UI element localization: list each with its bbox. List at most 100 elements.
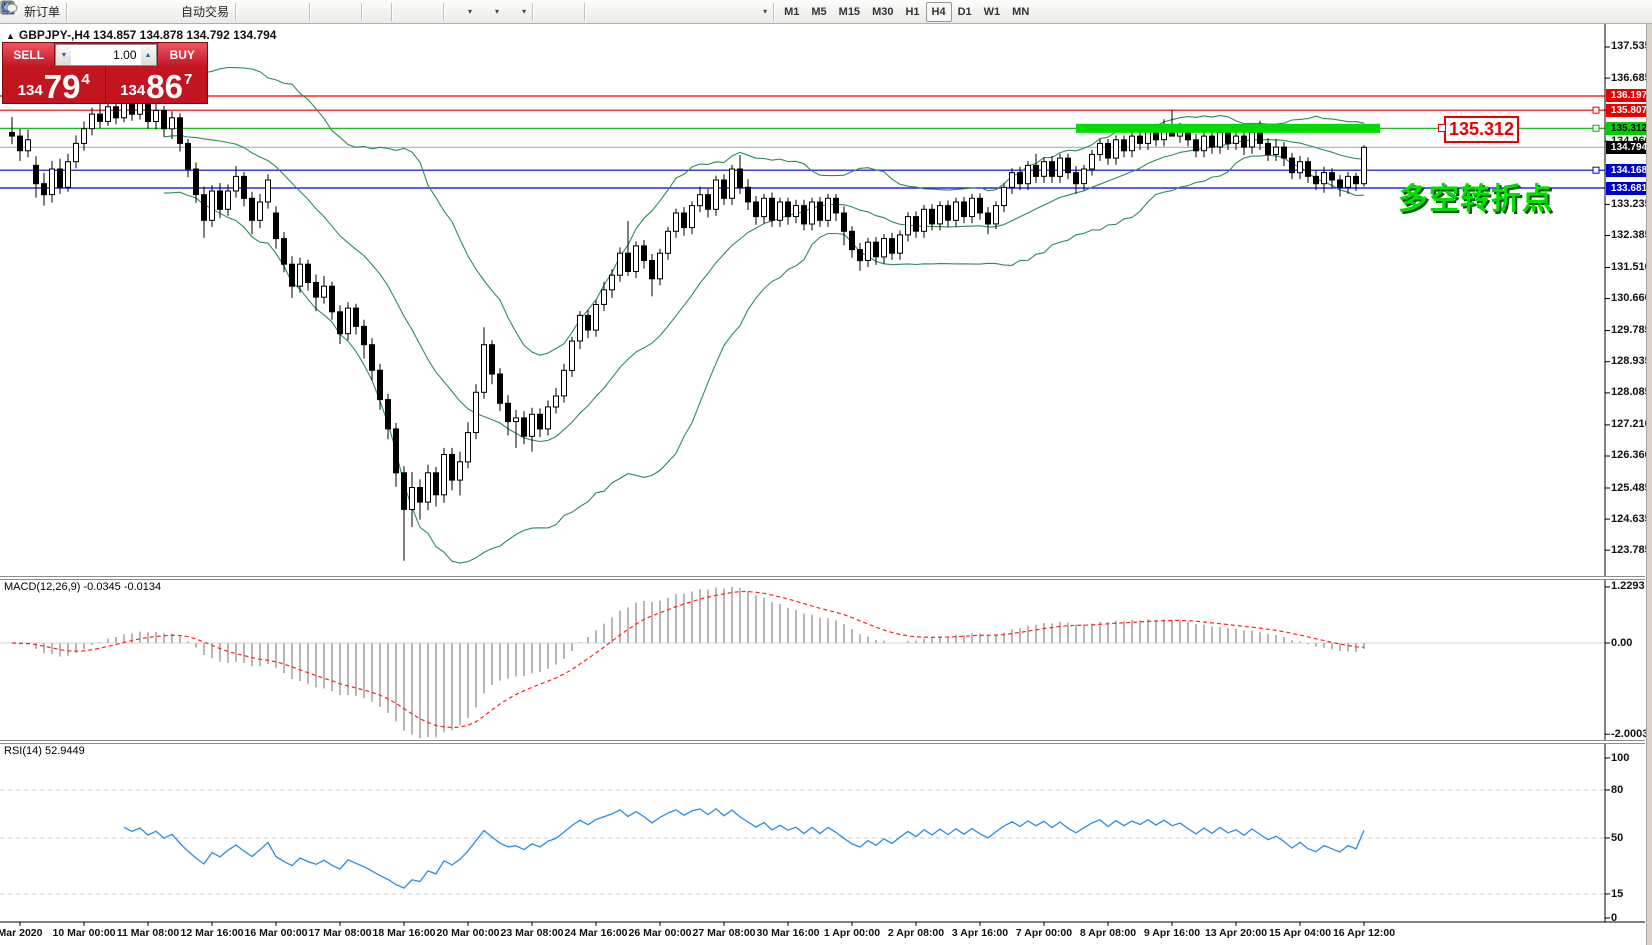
chart-shift-icon — [1, 2, 415, 20]
timeframe-m1[interactable]: M1 — [784, 5, 800, 18]
callout-handle[interactable] — [1438, 124, 1446, 132]
time-tick-label: Mar 2020 — [0, 927, 43, 939]
d-arrow-icon: ▾ — [522, 7, 527, 16]
time-tick-label: 23 Mar 08:00 — [500, 927, 564, 939]
autotrading-button[interactable]: 自动交易 — [0, 2, 232, 22]
price-level-callout[interactable]: 135.312 — [1444, 116, 1519, 143]
crosshair-button[interactable] — [1, 1, 581, 22]
timeframe-d1[interactable]: D1 — [957, 5, 972, 18]
panel-divider[interactable] — [0, 740, 1645, 744]
fibonacci-icon: F — [2, 2, 696, 20]
price-tag: 135.807 — [1606, 103, 1652, 117]
periods-button[interactable]: ▾ — [1, 1, 502, 22]
cursor-button[interactable] — [4, 1, 559, 22]
time-tick-label: 26 Mar 00:00 — [628, 927, 692, 939]
timeframe-group: M1 M5 M15 M30 H1 H4 D1 W1 MN — [778, 1, 1035, 22]
search-icon[interactable] — [1, 1, 1614, 20]
auto-scroll-button[interactable] — [1, 2, 440, 22]
symbol-marker-icon: ▲ — [6, 31, 15, 41]
line-handle[interactable] — [1592, 106, 1600, 114]
price-tick-label: 132.385 — [1611, 228, 1651, 241]
time-tick-label: 10 Mar 00:00 — [52, 927, 116, 939]
terminal-button[interactable] — [1, 2, 159, 22]
time-tick-label: 13 Apr 20:00 — [1204, 927, 1268, 939]
price-tag: 136.197 — [1606, 89, 1652, 103]
tile-windows-button[interactable] — [0, 1, 388, 22]
buy-button[interactable]: BUY — [156, 43, 207, 67]
highlight-trendline[interactable] — [1076, 123, 1380, 133]
line-chart-button[interactable] — [1, 2, 306, 22]
shapes-button[interactable]: ▾ — [2, 1, 770, 22]
line-handle[interactable] — [1592, 124, 1600, 132]
panel-divider[interactable] — [0, 576, 1645, 580]
zoom-out-button[interactable] — [1, 1, 358, 22]
sell-price-button[interactable]: 134 79 4 — [3, 67, 106, 104]
price-tick-label: 128.935 — [1611, 355, 1651, 368]
channel-button[interactable]: E — [0, 1, 677, 22]
price-tick-label: 129.785 — [1611, 324, 1651, 337]
market-watch-button[interactable] — [1, 2, 93, 22]
toolbar: 新订单 自动交易 — [0, 0, 1652, 24]
time-tick-label: 11 Mar 08:00 — [116, 927, 180, 939]
trendline-button[interactable] — [1, 2, 655, 22]
rsi-tick-label: 15 — [1611, 887, 1624, 900]
data-window-button[interactable] — [1, 1, 115, 22]
rsi-tick-label: 80 — [1611, 783, 1624, 796]
d-arrow-icon: ▾ — [763, 7, 768, 16]
line-handle[interactable] — [1592, 166, 1600, 174]
chart-shift-button[interactable] — [1, 2, 418, 22]
volume-stepper[interactable]: ▼ 1.00 ▲ — [55, 44, 157, 66]
volume-down-button[interactable]: ▼ — [56, 45, 72, 65]
text-button[interactable]: A — [4, 1, 721, 22]
toolbar-separator — [309, 2, 312, 21]
volume-up-button[interactable]: ▲ — [140, 45, 156, 65]
bar-chart-button[interactable] — [2, 2, 262, 22]
toolbar-separator — [584, 2, 587, 21]
timeframe-m15[interactable]: M15 — [838, 5, 861, 18]
clock-icon — [1, 1, 494, 20]
sell-button[interactable]: SELL — [3, 43, 56, 67]
data-window-icon — [1, 1, 112, 20]
navigator-icon — [1, 1, 134, 20]
price-tick-label: 128.085 — [1611, 386, 1651, 399]
sell-price-pips: 79 — [43, 68, 81, 105]
vertical-line-button[interactable] — [7, 1, 611, 22]
price-tick-label: 136.685 — [1611, 71, 1651, 84]
toolbar-separator — [443, 2, 446, 21]
rsi-tick-label: 0 — [1611, 911, 1618, 924]
horizontal-line-button[interactable] — [1, 2, 633, 22]
macd-tick-label: 1.2293 — [1611, 580, 1645, 593]
window-edge[interactable] — [1646, 24, 1652, 945]
toolbar-separator — [773, 2, 776, 21]
one-click-trading-panel: SELL ▼ 1.00 ▲ BUY 134 79 4 134 86 7 — [2, 42, 208, 104]
price-tick-label: 123.785 — [1611, 543, 1651, 556]
time-tick-label: 30 Mar 16:00 — [756, 927, 820, 939]
indicators-button[interactable]: ▾ — [0, 1, 475, 22]
cursor-icon — [4, 1, 556, 20]
fibonacci-button[interactable]: F — [2, 2, 699, 22]
chat-icon[interactable] — [0, 1, 1640, 20]
macd-label: MACD(12,26,9) -0.0345 -0.0134 — [4, 581, 162, 593]
candlestick-chart-button[interactable] — [2, 1, 284, 22]
navigator-button[interactable] — [1, 1, 137, 22]
price-tick-label: 130.660 — [1611, 292, 1651, 305]
crosshair-icon — [1, 1, 578, 20]
zoom-in-button[interactable] — [1, 1, 336, 22]
text-label-button[interactable]: T — [1, 2, 743, 22]
symbol-label: GBPJPY-,H4 — [18, 28, 90, 42]
price-tag: 135.312 — [1606, 121, 1652, 135]
timeframe-w1[interactable]: W1 — [983, 5, 1001, 18]
d-arrow-icon: ▾ — [468, 7, 473, 16]
timeframe-mn[interactable]: MN — [1012, 5, 1030, 18]
timeframe-h1[interactable]: H1 — [905, 5, 920, 18]
toolbar-right — [0, 1, 1650, 20]
auto-scroll-icon — [1, 2, 437, 20]
templates-button[interactable]: ▾ — [0, 1, 529, 22]
time-tick-label: 1 Apr 00:00 — [823, 927, 881, 939]
buy-price-button[interactable]: 134 86 7 — [106, 67, 208, 104]
channel-icon: E — [0, 1, 674, 20]
timeframe-m5[interactable]: M5 — [811, 5, 827, 18]
timeframe-m30[interactable]: M30 — [872, 5, 894, 18]
timeframe-h4[interactable]: H4 — [925, 1, 952, 22]
